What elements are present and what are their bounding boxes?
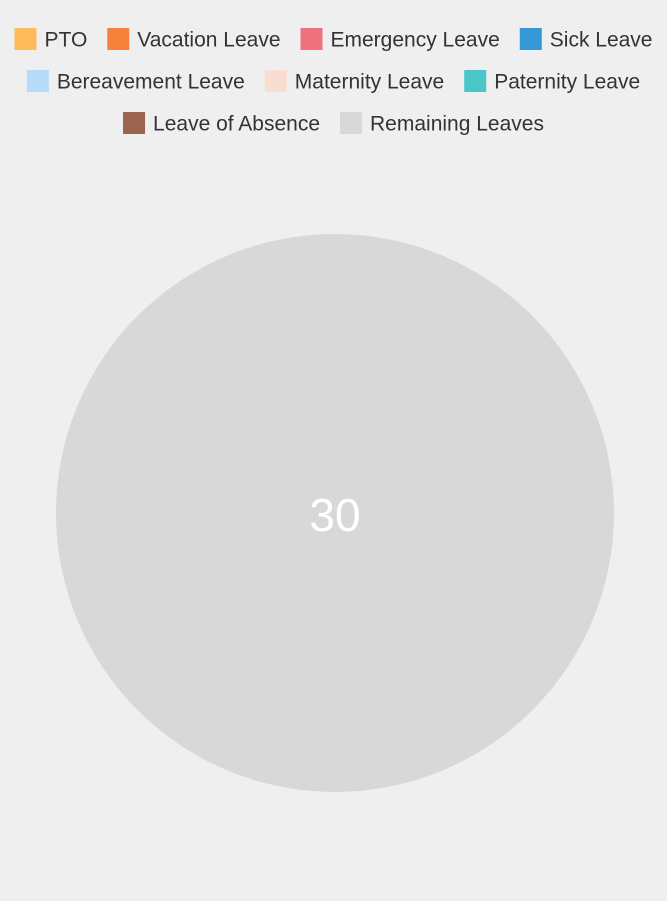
legend-swatch-paternity-leave bbox=[464, 70, 487, 92]
legend-item-pto[interactable]: PTO bbox=[14, 28, 87, 52]
legend-item-vacation-leave[interactable]: Vacation Leave bbox=[107, 28, 281, 52]
legend-swatch-remaining-leaves bbox=[340, 112, 363, 134]
legend-swatch-bereavement-leave bbox=[26, 70, 49, 92]
legend-swatch-vacation-leave bbox=[107, 28, 130, 50]
legend-swatch-sick-leave bbox=[519, 28, 542, 50]
legend-item-paternity-leave[interactable]: Paternity Leave bbox=[464, 70, 640, 94]
data-labels: 30 bbox=[309, 489, 360, 541]
chart-legend: PTO Vacation Leave Emergency Leave Sick Lea… bbox=[14, 28, 653, 136]
data-label-remaining-leaves: 30 bbox=[309, 489, 360, 541]
pie-slice-remaining-leaves[interactable] bbox=[56, 234, 614, 792]
legend-item-emergency-leave[interactable]: Emergency Leave bbox=[300, 28, 500, 52]
legend-item-bereavement-leave[interactable]: Bereavement Leave bbox=[26, 70, 245, 94]
legend-item-sick-leave[interactable]: Sick Leave bbox=[519, 28, 653, 52]
legend-item-maternity-leave[interactable]: Maternity Leave bbox=[264, 70, 444, 94]
legend-swatch-pto bbox=[14, 28, 37, 50]
legend-swatch-leave-of-absence bbox=[123, 112, 146, 134]
legend-label-pto: PTO bbox=[44, 29, 87, 52]
legend-swatch-maternity-leave bbox=[264, 70, 287, 92]
legend-swatch-emergency-leave bbox=[300, 28, 323, 50]
legend-label-vacation-leave: Vacation Leave bbox=[137, 29, 280, 52]
legend-item-leave-of-absence[interactable]: Leave of Absence bbox=[123, 112, 320, 136]
legend-label-emergency-leave: Emergency Leave bbox=[331, 29, 500, 52]
legend-label-maternity-leave: Maternity Leave bbox=[295, 71, 444, 94]
pie-area bbox=[56, 234, 614, 792]
legend-label-bereavement-leave: Bereavement Leave bbox=[57, 71, 245, 94]
legend-label-sick-leave: Sick Leave bbox=[550, 29, 653, 52]
legend-label-remaining-leaves: Remaining Leaves bbox=[370, 113, 544, 136]
legend-item-remaining-leaves[interactable]: Remaining Leaves bbox=[340, 112, 544, 136]
legend-label-paternity-leave: Paternity Leave bbox=[494, 71, 640, 94]
legend-label-leave-of-absence: Leave of Absence bbox=[153, 113, 320, 136]
